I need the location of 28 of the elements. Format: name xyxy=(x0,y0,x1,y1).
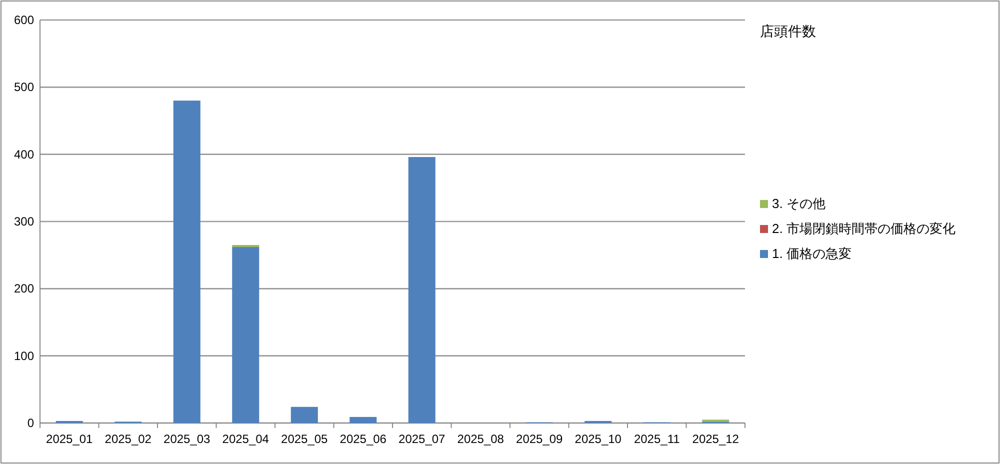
x-tick-label: 2025_03 xyxy=(164,432,211,446)
x-tick-label: 2025_04 xyxy=(222,432,270,446)
x-tick-label: 2025_09 xyxy=(516,432,564,446)
y-tick-label: 200 xyxy=(14,282,34,296)
y-tick-label: 0 xyxy=(27,416,34,430)
y-tick-label: 600 xyxy=(14,13,34,27)
x-tick-label: 2025_07 xyxy=(398,432,446,446)
y-tick-label: 100 xyxy=(14,348,34,363)
y-tick-label: 500 xyxy=(14,80,34,94)
bar xyxy=(232,247,260,423)
bar xyxy=(290,406,318,423)
bar xyxy=(408,157,436,423)
bar xyxy=(173,100,200,423)
y-tick-label: 300 xyxy=(14,214,34,228)
x-tick-label: 2025_05 xyxy=(281,432,328,446)
legend-label: 3. その他 xyxy=(772,196,826,211)
x-tick-label: 2025_11 xyxy=(634,432,680,446)
x-tick-label: 2025_06 xyxy=(340,432,387,446)
x-tick-label: 2025_12 xyxy=(692,432,740,446)
legend-label: 1. 価格の急変 xyxy=(772,246,852,261)
x-tick-label: 2025_02 xyxy=(104,432,152,446)
y-tick-label: 400 xyxy=(14,147,34,162)
text: 店頭件数 xyxy=(760,23,816,39)
legend-label: 2. 市場閉鎖時間帯の価格の変化 xyxy=(772,221,956,236)
x-tick-label: 2025_08 xyxy=(457,432,504,446)
x-tick-label: 2025_10 xyxy=(574,432,622,446)
x-tick-label: 2025_01 xyxy=(46,432,94,446)
bar xyxy=(350,416,377,423)
